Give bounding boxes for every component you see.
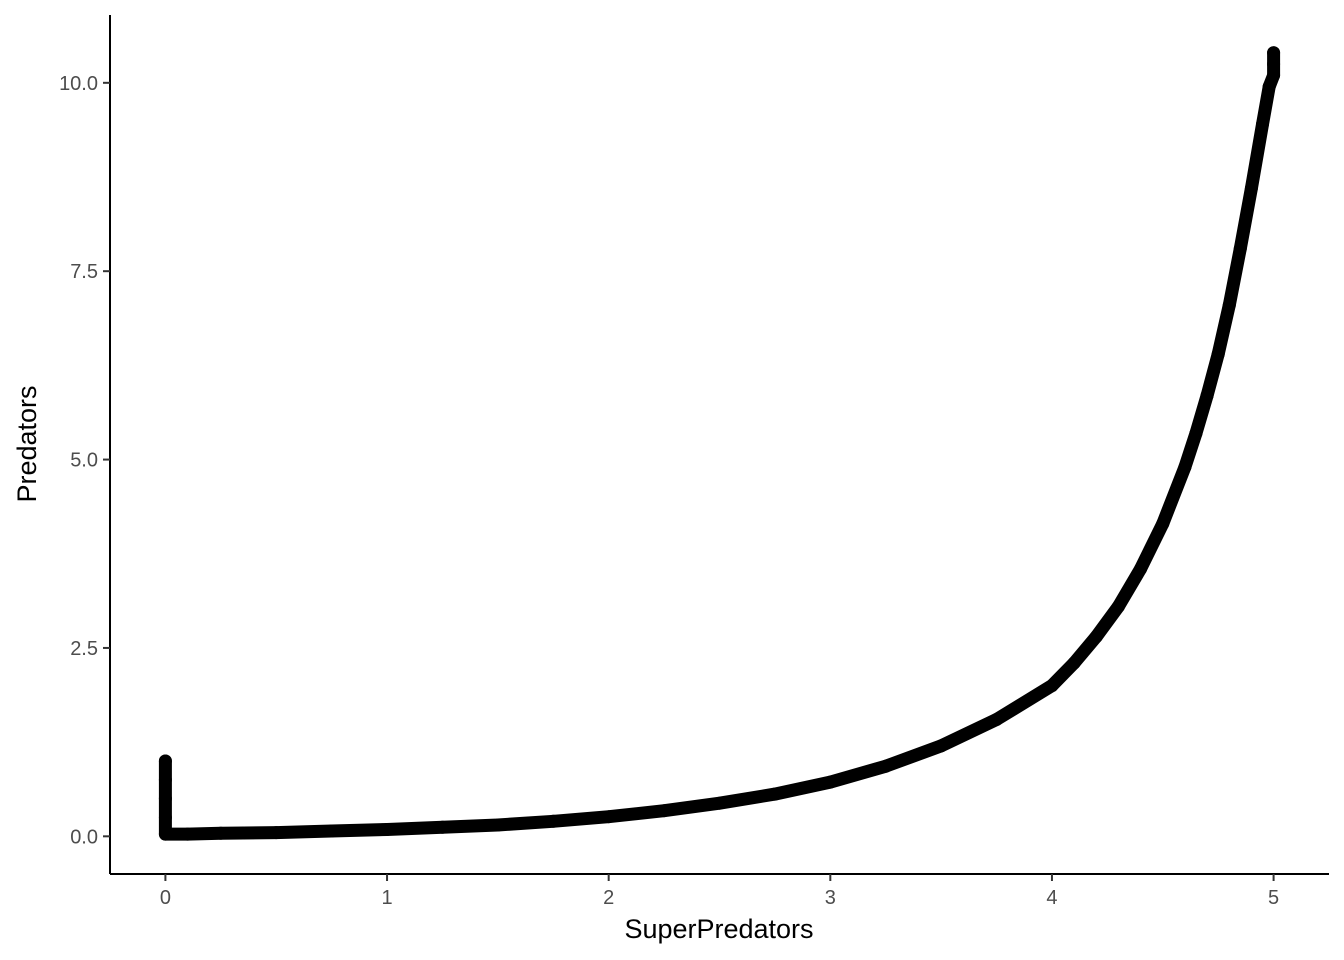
data-point (1233, 242, 1247, 256)
data-point (1244, 181, 1258, 195)
data-point (1211, 347, 1225, 361)
data-point (879, 759, 893, 773)
data-point (1189, 426, 1203, 440)
data-point (325, 824, 339, 838)
x-tick-label: 0 (160, 887, 171, 909)
data-point (491, 818, 505, 832)
data-point (269, 826, 283, 840)
x-tick-label: 1 (381, 887, 392, 909)
data-point (934, 739, 948, 753)
x-tick-label: 2 (603, 887, 614, 909)
data-point (823, 775, 837, 789)
data-point (657, 804, 671, 818)
data-layer (158, 46, 1281, 841)
data-point (1067, 656, 1081, 670)
y-axis-ticks: 0.0 2.5 5.0 7.5 10.0 (59, 73, 110, 848)
y-tick-label: 0.0 (70, 826, 98, 848)
x-axis-ticks: 0 1 2 3 4 5 (160, 874, 1279, 909)
data-point (713, 796, 726, 810)
data-point (436, 820, 449, 834)
data-point (1089, 630, 1103, 644)
data-point (602, 810, 616, 824)
y-axis-title: Predators (12, 385, 42, 502)
data-point (1134, 562, 1148, 576)
data-point (1045, 679, 1059, 693)
y-tick-label: 5.0 (70, 450, 98, 472)
y-tick-label: 7.5 (70, 261, 98, 283)
data-point (546, 814, 560, 828)
data-point (158, 827, 172, 841)
data-point (1222, 298, 1236, 312)
data-point (158, 811, 172, 824)
x-tick-label: 3 (825, 887, 836, 909)
data-point (768, 787, 782, 801)
data-point (1256, 117, 1269, 131)
y-tick-label: 10.0 (59, 73, 98, 95)
data-point (1111, 600, 1125, 613)
data-point (1156, 517, 1170, 531)
data-point (181, 827, 195, 841)
data-point (1267, 68, 1281, 82)
data-point (214, 826, 228, 840)
x-axis-title: SuperPredators (624, 914, 813, 944)
x-tick-label: 4 (1046, 887, 1057, 909)
data-point (1178, 460, 1192, 474)
data-point (158, 754, 172, 768)
x-tick-label: 5 (1268, 887, 1279, 909)
data-point (990, 713, 1003, 726)
data-point (1262, 80, 1276, 94)
data-point (380, 823, 394, 836)
data-point (1267, 46, 1281, 60)
data-point (158, 792, 172, 806)
data-point (1267, 57, 1281, 71)
data-point (158, 773, 172, 787)
y-tick-label: 2.5 (70, 638, 98, 660)
data-point (1200, 389, 1214, 402)
